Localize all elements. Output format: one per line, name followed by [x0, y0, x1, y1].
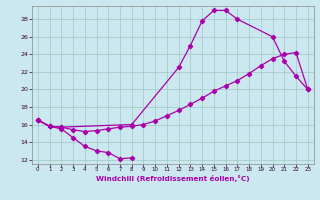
- X-axis label: Windchill (Refroidissement éolien,°C): Windchill (Refroidissement éolien,°C): [96, 175, 250, 182]
